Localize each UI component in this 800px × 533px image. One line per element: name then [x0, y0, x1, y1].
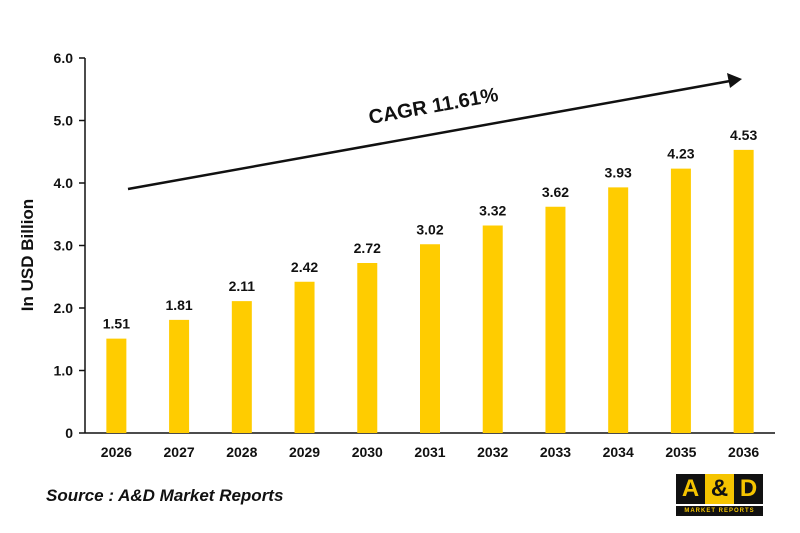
data-label: 3.93 [605, 164, 632, 180]
brand-logo: A & D MARKET REPORTS [676, 474, 763, 516]
x-tick-label: 2028 [226, 444, 257, 460]
x-tick-label: 2036 [728, 444, 759, 460]
data-label: 3.02 [416, 221, 443, 237]
y-tick-label: 0 [65, 425, 73, 441]
x-axis: 2026 2027 2028 2029 2030 2031 2032 2033 2034 2035… [85, 432, 775, 460]
data-label: 2.72 [354, 240, 381, 256]
logo-letter: & [705, 474, 734, 504]
cagr-annotation: CAGR 11.61% [367, 84, 500, 129]
bar [106, 338, 127, 433]
x-tick-label: 2034 [603, 444, 634, 460]
data-label: 2.42 [291, 259, 318, 275]
bar [420, 244, 440, 433]
bar-series [106, 149, 754, 433]
logo-letter: D [734, 474, 763, 504]
y-axis: 0 1.0 2.0 3.0 4.0 5.0 6.0 [54, 50, 86, 441]
data-label: 1.81 [165, 297, 192, 313]
bar [169, 319, 190, 433]
bar [482, 225, 503, 433]
x-tick-label: 2030 [352, 444, 383, 460]
bar [733, 149, 754, 433]
logo-letter: A [676, 474, 705, 504]
x-tick-label: 2026 [101, 444, 132, 460]
x-tick-label: 2033 [540, 444, 571, 460]
data-label: 3.32 [479, 203, 506, 219]
bar [294, 281, 315, 433]
data-label: 1.51 [103, 316, 130, 332]
source-note: Source : A&D Market Reports [46, 486, 284, 505]
y-tick-label: 4.0 [54, 175, 74, 191]
x-tick-label: 2032 [477, 444, 508, 460]
x-tick-label: 2027 [164, 444, 195, 460]
bar [608, 187, 629, 433]
data-label: 4.23 [667, 146, 694, 162]
bar [231, 301, 252, 433]
x-tick-label: 2031 [414, 444, 445, 460]
bar [545, 206, 566, 433]
data-labels: 1.51 1.81 2.11 2.42 2.72 3.02 3.32 3.62 3.93 4.23… [103, 127, 758, 332]
data-label: 3.62 [542, 184, 569, 200]
bar [670, 168, 691, 433]
cagr-arrow [127, 73, 742, 191]
x-tick-label: 2029 [289, 444, 320, 460]
y-tick-label: 1.0 [54, 363, 74, 379]
y-tick-label: 3.0 [54, 238, 74, 254]
y-tick-label: 6.0 [54, 50, 74, 66]
bar [357, 263, 378, 433]
x-tick-label: 2035 [665, 444, 696, 460]
y-tick-label: 5.0 [54, 113, 74, 129]
data-label: 4.53 [730, 127, 757, 143]
logo-subtitle: MARKET REPORTS [676, 506, 763, 516]
data-label: 2.11 [229, 278, 256, 294]
y-tick-label: 2.0 [54, 300, 74, 316]
y-axis-label: In USD Billion [18, 199, 37, 311]
